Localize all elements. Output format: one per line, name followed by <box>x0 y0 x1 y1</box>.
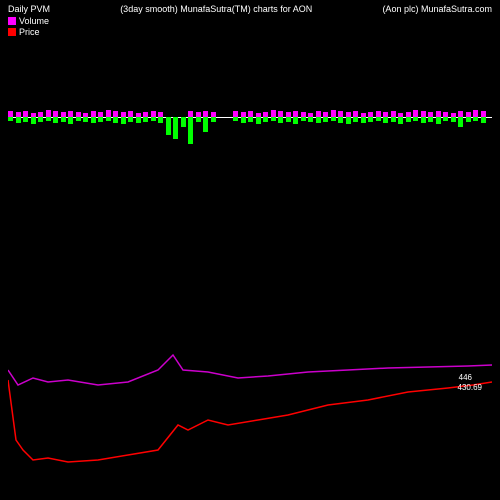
other-line <box>8 355 492 385</box>
header-left: Daily PVM <box>8 4 50 14</box>
price-line <box>8 380 492 462</box>
legend-volume: Volume <box>8 16 49 26</box>
header-center: (3day smooth) MunafaSutra(TM) charts for… <box>120 4 312 14</box>
price-label-top: 446 <box>459 373 472 382</box>
header-right: (Aon plc) MunafaSutra.com <box>382 4 492 14</box>
legend-volume-label: Volume <box>19 16 49 26</box>
volume-chart-area <box>8 117 492 118</box>
chart-header: Daily PVM (3day smooth) MunafaSutra(TM) … <box>0 0 500 14</box>
line-chart-area <box>8 330 492 490</box>
legend-price-swatch <box>8 28 16 36</box>
price-label-bottom: 430.69 <box>458 383 482 392</box>
legend-price-label: Price <box>19 27 40 37</box>
legend-price: Price <box>8 27 49 37</box>
legend-volume-swatch <box>8 17 16 25</box>
line-chart-svg <box>8 330 492 490</box>
legend: Volume Price <box>8 16 49 38</box>
